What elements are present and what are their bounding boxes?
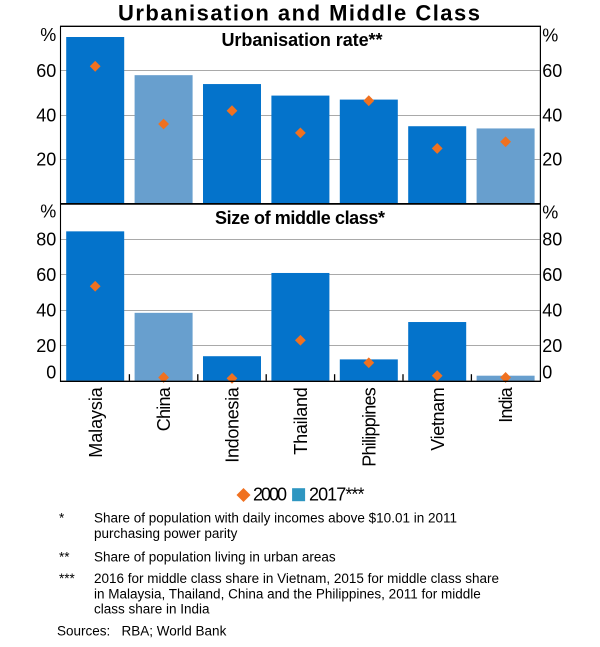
svg-text:Malaysia: Malaysia	[86, 386, 106, 457]
svg-text:class share in India: class share in India	[94, 602, 210, 617]
svg-text:India: India	[496, 386, 516, 422]
svg-text:40: 40	[542, 105, 562, 125]
svg-text:40: 40	[36, 105, 56, 125]
svg-text:80: 80	[542, 230, 562, 250]
svg-text:%: %	[40, 25, 56, 45]
svg-text:Urbanisation rate**: Urbanisation rate**	[222, 30, 383, 50]
svg-text:20: 20	[36, 150, 56, 170]
svg-text:Share of population living in: Share of population living in urban area…	[94, 550, 336, 565]
svg-text:20: 20	[542, 150, 562, 170]
svg-text:**: **	[59, 550, 70, 565]
svg-text:40: 40	[36, 300, 56, 320]
svg-text:Sources: RBA; World Bank: Sources: RBA; World Bank	[57, 623, 227, 638]
svg-text:Size of middle class*: Size of middle class*	[215, 208, 385, 228]
svg-text:China: China	[154, 386, 174, 431]
svg-text:Urbanisation and Middle Class: Urbanisation and Middle Class	[118, 1, 480, 26]
svg-text:2017***: 2017***	[309, 485, 365, 505]
svg-text:80: 80	[36, 230, 56, 250]
svg-text:%: %	[542, 26, 558, 46]
svg-text:*: *	[59, 511, 65, 526]
svg-text:%: %	[40, 202, 56, 222]
svg-text:Share of population with daily: Share of population with daily incomes a…	[94, 511, 457, 526]
svg-text:20: 20	[542, 336, 562, 356]
svg-text:Thailand: Thailand	[291, 387, 311, 455]
svg-text:60: 60	[542, 61, 562, 81]
svg-text:0: 0	[46, 363, 56, 383]
svg-text:Vietnam: Vietnam	[428, 387, 448, 451]
svg-text:2000: 2000	[253, 485, 287, 505]
svg-text:60: 60	[36, 61, 56, 81]
svg-text:40: 40	[542, 300, 562, 320]
svg-text:20: 20	[36, 336, 56, 356]
svg-text:in Malaysia, Thailand, China a: in Malaysia, Thailand, China and the Phi…	[94, 586, 481, 601]
svg-text:60: 60	[542, 265, 562, 285]
svg-text:60: 60	[36, 265, 56, 285]
svg-text:2016 for middle class share in: 2016 for middle class share in Vietnam, …	[94, 571, 499, 586]
svg-text:0: 0	[542, 363, 552, 383]
svg-text:***: ***	[59, 571, 76, 586]
svg-text:%: %	[542, 203, 558, 223]
svg-text:purchasing power parity: purchasing power parity	[94, 526, 238, 541]
svg-text:Indonesia: Indonesia	[223, 386, 243, 462]
svg-text:Philippines: Philippines	[359, 387, 379, 467]
